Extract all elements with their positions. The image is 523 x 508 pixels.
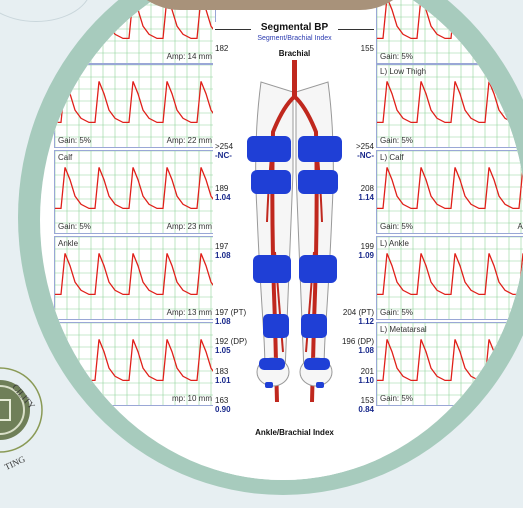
right-waveform-2: L) Calf Gain: 5% Amp xyxy=(376,150,523,234)
left-pressure-index: -NC- xyxy=(215,151,232,160)
legs-diagram xyxy=(247,60,342,403)
left-pressure-3: 197 1.08 xyxy=(215,242,231,260)
cuff-right-low-thigh xyxy=(298,170,338,194)
right-pressure-index: -NC- xyxy=(357,151,374,160)
left-pressure-value: 197 xyxy=(215,242,229,251)
left-waveform-amp: Amp: 13 mm xyxy=(166,308,212,317)
left-waveform-3: Ankle Amp: 13 mm xyxy=(54,236,216,320)
left-pressure-index: 1.05 xyxy=(215,346,231,355)
cuff-right-metatarsal xyxy=(304,358,330,370)
panel-subtitle: Segment/Brachial Index xyxy=(257,35,332,42)
right-waveform-amp: Amp xyxy=(517,308,523,317)
right-pressure-value: 196 (DP) xyxy=(341,337,374,346)
right-pressure-5: 196 (DP) 1.08 xyxy=(342,337,374,355)
right-pressure-index: 1.12 xyxy=(358,317,374,326)
right-pressure-4: 204 (PT) 1.12 xyxy=(343,308,374,326)
segmental-bp-panel: Segmental BP Segment/Brachial Index Brac… xyxy=(213,22,376,480)
left-pressure-value: 189 xyxy=(215,184,229,193)
left-waveform-1: h Gain: 5% Amp: 22 mm xyxy=(54,64,216,148)
right-pressure-value: 204 (PT) xyxy=(342,308,374,317)
left-pressure-index: 1.08 xyxy=(215,251,231,260)
right-waveform-gain: Gain: 5% xyxy=(380,52,413,61)
left-waveform-label: Calf xyxy=(58,153,73,162)
right-waveform-gain: Gain: 5% xyxy=(380,222,413,231)
left-waveform-amp: Amp: 14 mm xyxy=(166,52,212,61)
left-waveform-amp: mp: 10 mm xyxy=(171,394,212,403)
left-waveform-label: l xyxy=(58,325,60,334)
right-pressure-7: 153 0.84 xyxy=(358,396,374,414)
right-waveform-amp: Amp xyxy=(517,136,523,145)
left-waveform-label: h xyxy=(58,67,63,76)
report-disc: Amp: 14 mm h Gain: 5% Amp: 22 mm Calf Gain: 5… xyxy=(40,0,523,480)
left-waveform-label: Ankle xyxy=(58,239,79,248)
left-pressure-value: 163 xyxy=(215,396,229,405)
right-pressure-0: 155 xyxy=(361,44,374,53)
left-pressure-index: 1.04 xyxy=(215,193,231,202)
right-pressure-value: 199 xyxy=(360,242,374,251)
right-waveform-label: L) Ankle xyxy=(380,239,409,248)
left-pressure-5: 192 (DP) 1.05 xyxy=(215,337,247,355)
right-waveform-gain: Gain: 5% xyxy=(380,394,413,403)
brachial-label: Brachial xyxy=(278,49,311,58)
right-waveform-gain: Gain: 5% xyxy=(380,136,413,145)
right-waveform-1: L) Low Thigh Gain: 5% Amp xyxy=(376,64,523,148)
right-waveform-4: L) Metatarsal Gain: 5% xyxy=(376,322,523,406)
left-pressure-4: 197 (PT) 1.08 xyxy=(215,308,246,326)
right-waveform-3: L) Ankle Gain: 5% Amp xyxy=(376,236,523,320)
cuff-left-calf xyxy=(253,255,291,283)
cuff-right-high-thigh xyxy=(298,136,342,162)
left-waveform-amp: Amp: 22 mm xyxy=(166,136,212,145)
right-pressure-index: 1.10 xyxy=(358,376,374,385)
right-pressure-3: 199 1.09 xyxy=(358,242,374,260)
left-pressure-7: 163 0.90 xyxy=(215,396,231,414)
left-waveform-amp: Amp: 23 mm xyxy=(166,222,212,231)
left-waveform-2: Calf Gain: 5% Amp: 23 mm xyxy=(54,150,216,234)
left-pressure-2: 189 1.04 xyxy=(215,184,231,202)
left-pressure-index: 1.01 xyxy=(215,376,231,385)
right-pressure-index: 1.08 xyxy=(358,346,374,355)
right-pressure-value: 153 xyxy=(360,396,374,405)
right-pressure-1: >254 -NC- xyxy=(356,142,374,160)
left-pressure-value: 192 (DP) xyxy=(215,337,248,346)
right-pressure-value: 208 xyxy=(360,184,374,193)
left-waveform-4: l mp: 10 mm xyxy=(54,322,216,406)
cuff-left-ankle xyxy=(263,314,289,338)
right-pressure-2: 208 1.14 xyxy=(358,184,374,202)
cuff-right-calf xyxy=(299,255,337,283)
left-pressure-1: >254 -NC- xyxy=(215,142,233,160)
right-pressure-value: 155 xyxy=(360,44,374,53)
ankle-brachial-index-label: Ankle/Brachial Index xyxy=(255,428,334,437)
facility-seal-logo: CILITY TING xyxy=(0,330,80,490)
right-pressure-value: 201 xyxy=(360,367,374,376)
left-pressure-value: 182 xyxy=(215,44,229,53)
top-tan-banner xyxy=(120,0,420,10)
left-pressure-index: 0.90 xyxy=(215,405,231,414)
panel-title: Segmental BP xyxy=(260,22,329,33)
right-waveform-0: Gain: 5% xyxy=(376,0,523,64)
right-waveform-label: L) Metatarsal xyxy=(380,325,427,334)
right-pressure-index: 0.84 xyxy=(358,405,374,414)
right-waveform-label: L) Calf xyxy=(380,153,404,162)
left-pressure-6: 183 1.01 xyxy=(215,367,231,385)
left-pressure-index: 1.08 xyxy=(215,317,231,326)
right-waveform-label: L) Low Thigh xyxy=(380,67,427,76)
right-pressure-index: 1.14 xyxy=(358,193,374,202)
left-waveform-gain: Gain: 5% xyxy=(58,136,91,145)
cuff-left-metatarsal xyxy=(259,358,285,370)
cuff-left-high-thigh xyxy=(247,136,291,162)
left-waveform-gain: Gain: 5% xyxy=(58,222,91,231)
right-waveform-gain: Gain: 5% xyxy=(380,308,413,317)
cuff-left-low-thigh xyxy=(251,170,291,194)
right-pressure-index: 1.09 xyxy=(358,251,374,260)
cuff-right-ankle xyxy=(301,314,327,338)
left-pressure-value: 183 xyxy=(215,367,229,376)
right-pressure-value: >254 xyxy=(355,142,374,151)
left-pressure-value: 197 (PT) xyxy=(215,308,247,317)
right-pressure-6: 201 1.10 xyxy=(358,367,374,385)
left-pressure-0: 182 xyxy=(215,44,228,53)
right-waveform-amp: Amp xyxy=(517,222,523,231)
left-waveform-0: Amp: 14 mm xyxy=(54,0,216,64)
left-pressure-value: >254 xyxy=(215,142,234,151)
